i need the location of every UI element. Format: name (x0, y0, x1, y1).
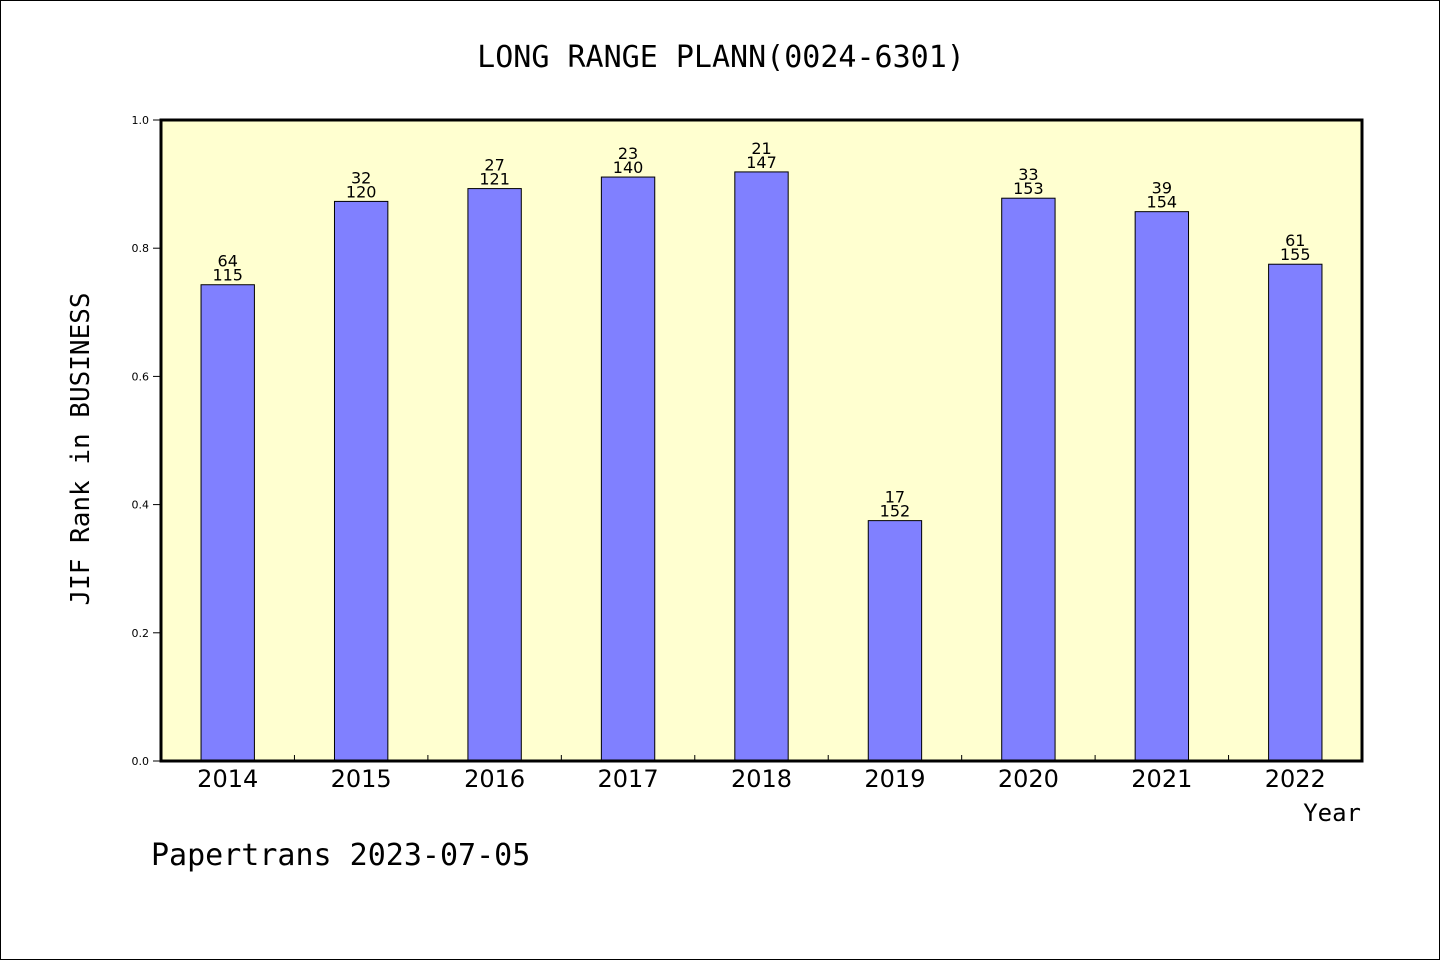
x-tick-label-2022: 2022 (1265, 765, 1326, 793)
x-tick-label-2018: 2018 (731, 765, 792, 793)
chart-title: LONG RANGE PLANN(0024-6301) (477, 40, 965, 75)
x-tick-label-2019: 2019 (864, 765, 925, 793)
bar-2017 (600, 176, 656, 762)
bar-2022 (1268, 263, 1323, 762)
y-tick-label-2: 0.4 (132, 499, 150, 512)
bar-total-label-2017: 140 (613, 158, 644, 177)
bars-group (200, 171, 1323, 762)
bar-2015 (333, 200, 389, 762)
bar-total-label-2021: 154 (1147, 193, 1178, 212)
x-tick-label-2021: 2021 (1131, 765, 1192, 793)
y-tick-label-4: 0.8 (132, 242, 150, 255)
bar-rank-label-2021: 39 (1152, 179, 1172, 198)
x-tick-label-2020: 2020 (998, 765, 1059, 793)
y-tick-label-0: 0.0 (132, 755, 150, 768)
axis-ticks-group: 2014 2015 2016 2017 2018 2019 2020 2021 2022 0.0 0… (132, 114, 1326, 793)
bar-2019 (867, 520, 923, 762)
y-tick-label-1: 0.2 (132, 627, 150, 640)
x-tick-label-2017: 2017 (598, 765, 659, 793)
x-tick-label-2016: 2016 (464, 765, 525, 793)
bar-total-label-2019: 152 (880, 502, 911, 521)
bar-rank-label-2022: 61 (1285, 231, 1305, 250)
bar-rank-label-2014: 64 (218, 252, 238, 271)
bar-2021 (1134, 211, 1190, 762)
x-axis-label: Year (1303, 799, 1361, 827)
bar-rank-label-2016: 27 (484, 156, 504, 175)
bar-total-label-2022: 155 (1280, 245, 1311, 264)
bar-rank-label-2019: 17 (885, 488, 905, 507)
y-tick-label-3: 0.6 (132, 370, 150, 383)
bar-rank-label-2015: 32 (351, 168, 371, 187)
bar-rank-label-2017: 23 (618, 144, 638, 163)
bar-total-label-2014: 115 (212, 266, 243, 285)
bar-total-label-2015: 120 (346, 182, 377, 201)
bar-2018 (734, 171, 789, 762)
x-tick-label-2014: 2014 (197, 765, 258, 793)
x-tick-label-2015: 2015 (331, 765, 392, 793)
bar-2020 (1001, 197, 1056, 762)
plot-frame (159, 118, 1364, 763)
bar-total-label-2018: 147 (746, 153, 777, 172)
bar-2014 (200, 284, 255, 762)
footer-text: Papertrans 2023-07-05 (151, 838, 530, 873)
bar-total-label-2020: 153 (1013, 179, 1044, 198)
bar-rank-label-2018: 21 (751, 139, 771, 158)
y-tick-label-5: 1.0 (132, 114, 150, 127)
y-axis-label: JIF Rank in BUSINESS (66, 292, 96, 605)
bar-total-label-2016: 121 (479, 170, 510, 189)
bar-2016 (467, 188, 522, 762)
bar-rank-label-2020: 33 (1018, 165, 1038, 184)
